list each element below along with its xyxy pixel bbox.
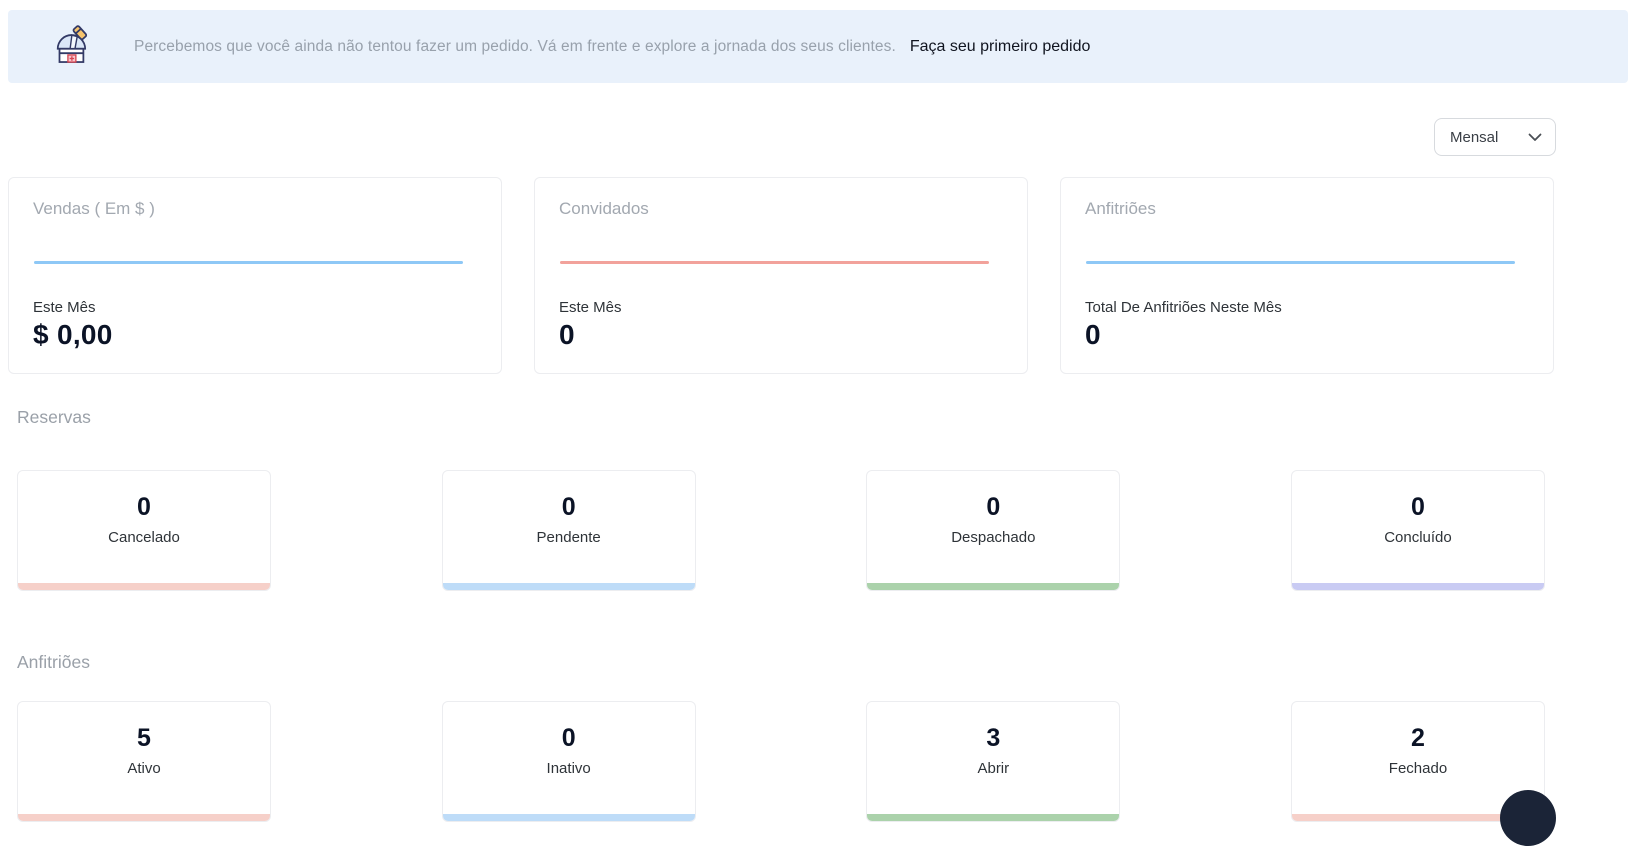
mini-card-inativo: 0 Inativo [441, 701, 696, 822]
status-color-bar [442, 583, 695, 590]
mini-card-value: 0 [1411, 493, 1425, 521]
status-color-bar [442, 814, 695, 821]
mini-card-fechado: 2 Fechado [1290, 701, 1545, 822]
stats-row: Vendas ( Em $ ) Este Mês $ 0,00 Convidad… [8, 177, 1554, 374]
period-dropdown[interactable]: Mensal [1434, 118, 1556, 156]
onboarding-banner: Percebemos que você ainda não tentou faz… [8, 10, 1628, 83]
anfitrioes-cards-row: 5 Ativo 0 Inativo 3 Abrir 2 Fechado [17, 701, 1545, 822]
mini-card-value: 5 [137, 724, 151, 752]
period-dropdown-value: Mensal [1450, 128, 1499, 146]
stat-card-sublabel: Total De Anfitriões Neste Mês [1085, 299, 1282, 316]
stat-card-value: 0 [1085, 319, 1101, 350]
stat-card-convidados: Convidados Este Mês 0 [534, 177, 1028, 374]
status-color-bar [1291, 814, 1544, 821]
stat-card-title: Vendas ( Em $ ) [33, 199, 155, 218]
chevron-down-icon [1528, 133, 1542, 141]
mini-card-value: 0 [986, 493, 1001, 521]
mini-card-label: Abrir [977, 760, 1010, 777]
banner-message: Percebemos que você ainda não tentou faz… [134, 37, 896, 55]
mini-card-cancelado: 0 Cancelado [17, 470, 271, 591]
reservas-cards-row: 0 Cancelado 0 Pendente 0 Despachado 0 Co… [17, 470, 1545, 591]
section-title-anfitrioes: Anfitriões [17, 652, 90, 672]
stat-card-vendas: Vendas ( Em $ ) Este Mês $ 0,00 [8, 177, 502, 374]
sparkline-flat [1086, 261, 1515, 264]
status-color-bar [1291, 583, 1544, 590]
sparkline-flat [560, 261, 989, 264]
status-color-bar [867, 583, 1120, 590]
mini-card-value: 0 [561, 493, 576, 521]
mini-card-label: Inativo [546, 760, 591, 777]
stat-card-anfitrioes: Anfitriões Total De Anfitriões Neste Mês… [1060, 177, 1554, 374]
mini-card-abrir: 3 Abrir [866, 701, 1121, 822]
mini-card-label: Fechado [1388, 760, 1448, 777]
mini-card-label: Despachado [951, 529, 1036, 546]
observatory-icon [56, 24, 88, 63]
mini-card-ativo: 5 Ativo [17, 701, 271, 822]
status-color-bar [18, 814, 270, 821]
stat-card-value: $ 0,00 [33, 319, 113, 350]
mini-card-concluido: 0 Concluído [1290, 470, 1545, 591]
mini-card-despachado: 0 Despachado [866, 470, 1121, 591]
stat-card-title: Convidados [559, 199, 649, 218]
stat-card-sublabel: Este Mês [33, 299, 96, 316]
stat-card-value: 0 [559, 319, 575, 350]
first-order-link[interactable]: Faça seu primeiro pedido [909, 37, 1091, 55]
mini-card-value: 3 [986, 724, 1001, 752]
status-color-bar [18, 583, 270, 590]
mini-card-label: Ativo [127, 760, 161, 777]
stat-card-sublabel: Este Mês [559, 299, 622, 316]
mini-card-label: Cancelado [108, 529, 180, 546]
stat-card-title: Anfitriões [1085, 199, 1156, 218]
section-title-reservas: Reservas [17, 407, 91, 427]
mini-card-label: Concluído [1384, 529, 1452, 546]
status-color-bar [867, 814, 1120, 821]
mini-card-value: 0 [137, 493, 151, 521]
chat-fab-button[interactable] [1500, 790, 1556, 846]
mini-card-value: 0 [561, 724, 576, 752]
mini-card-label: Pendente [536, 529, 601, 546]
mini-card-pendente: 0 Pendente [441, 470, 696, 591]
mini-card-value: 2 [1411, 724, 1425, 752]
sparkline-flat [34, 261, 463, 264]
